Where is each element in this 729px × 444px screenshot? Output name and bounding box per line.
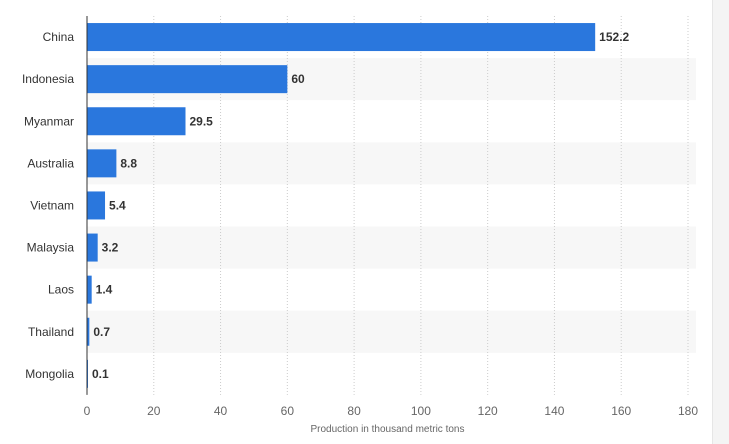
bar (87, 65, 288, 94)
page-scrollbar[interactable] (712, 0, 729, 444)
value-label: 8.8 (120, 156, 137, 170)
x-tick-label: 160 (611, 404, 631, 418)
category-label: Thailand (28, 325, 74, 339)
category-labels: China Indonesia Myanmar Australia Vietnam Mal… (22, 30, 74, 381)
bar (87, 149, 117, 178)
bar (87, 317, 90, 346)
x-tick-label: 0 (84, 404, 91, 418)
x-tick-label: 140 (544, 404, 564, 418)
category-label: Mongolia (25, 367, 74, 381)
category-label: China (43, 30, 75, 44)
category-label: Vietnam (30, 198, 74, 212)
x-tick-label: 60 (281, 404, 295, 418)
bars (87, 23, 596, 388)
value-labels: 152.2 60 29.5 8.8 5.4 3.2 1.4 0.7 0.1 (92, 30, 630, 381)
x-tick-label: 80 (347, 404, 361, 418)
bar (87, 233, 98, 262)
value-label: 5.4 (109, 198, 126, 212)
bar (87, 107, 186, 136)
bar (87, 23, 596, 52)
x-tick-label: 180 (678, 404, 698, 418)
category-label: Australia (27, 156, 74, 170)
value-label: 60 (291, 72, 305, 86)
x-axis-title: Production in thousand metric tons (311, 424, 465, 435)
value-label: 152.2 (599, 30, 629, 44)
value-label: 3.2 (102, 241, 119, 255)
row-bands (87, 58, 696, 353)
x-tick-labels: 0 20 40 60 80 100 120 140 160 180 (84, 404, 699, 418)
row-band (87, 142, 696, 185)
category-label: Laos (48, 283, 74, 297)
x-tick-label: 20 (147, 404, 161, 418)
category-label: Indonesia (22, 72, 74, 86)
row-band (87, 226, 696, 269)
category-label: Malaysia (27, 241, 75, 255)
bar (87, 191, 106, 220)
x-tick-label: 120 (478, 404, 498, 418)
category-label: Myanmar (24, 114, 74, 128)
value-label: 1.4 (96, 283, 113, 297)
bar (87, 275, 92, 304)
value-label: 29.5 (189, 114, 213, 128)
x-tick-label: 100 (411, 404, 431, 418)
value-label: 0.1 (92, 367, 109, 381)
value-label: 0.7 (93, 325, 110, 339)
bar-chart: China Indonesia Myanmar Australia Vietnam Mal… (22, 16, 699, 435)
row-band (87, 310, 696, 353)
x-tick-label: 40 (214, 404, 228, 418)
